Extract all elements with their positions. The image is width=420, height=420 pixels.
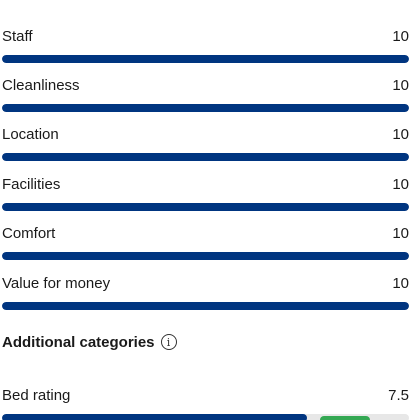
- rating-value: 10: [392, 176, 409, 193]
- info-icon[interactable]: i: [160, 334, 177, 350]
- rating-value: 10: [392, 77, 409, 94]
- rating-label: Cleanliness: [2, 77, 80, 94]
- rating-bar-fill: [2, 104, 409, 112]
- rating-bar-track: [2, 203, 409, 211]
- rating-bar-fill: [2, 55, 409, 63]
- rating-row-staff: Staff 10: [2, 26, 409, 63]
- rating-bar-fill: [2, 414, 308, 420]
- rating-bar-fill: [2, 302, 409, 310]
- rating-bar-track: [2, 302, 409, 310]
- rating-row-cleanliness: Cleanliness 10: [2, 75, 409, 112]
- rating-label: Location: [2, 126, 59, 143]
- rating-label: Comfort: [2, 225, 56, 242]
- rating-bar-track: [2, 252, 409, 260]
- rating-row-facilities: Facilities 10: [2, 174, 409, 211]
- rating-row-comfort: Comfort 10: [2, 223, 409, 260]
- rating-value: 10: [392, 28, 409, 45]
- rating-bar-fill: [2, 252, 409, 260]
- section-title-text: Additional categories: [2, 333, 155, 351]
- rating-label: Value for money: [2, 275, 111, 292]
- rating-value: 10: [392, 275, 409, 292]
- rating-value: 10: [392, 225, 409, 242]
- rating-label: Staff: [2, 28, 33, 45]
- rating-label: Facilities: [2, 176, 61, 193]
- rating-bar-track: [2, 414, 409, 420]
- additional-categories-heading: Additional categories i: [2, 331, 177, 353]
- rating-bar-fill: [2, 203, 409, 211]
- rating-row-location: Location 10: [2, 124, 409, 161]
- partial-badge: [320, 416, 370, 420]
- rating-bar-fill: [2, 153, 409, 161]
- rating-bar-track: [2, 55, 409, 63]
- rating-bar-track: [2, 104, 409, 112]
- rating-row-bed-rating: Bed rating 7.5: [2, 385, 409, 420]
- rating-bar-track: [2, 153, 409, 161]
- rating-label: Bed rating: [2, 387, 71, 404]
- rating-row-value-for-money: Value for money 10: [2, 273, 409, 310]
- rating-value: 10: [392, 126, 409, 143]
- rating-value: 7.5: [388, 387, 409, 404]
